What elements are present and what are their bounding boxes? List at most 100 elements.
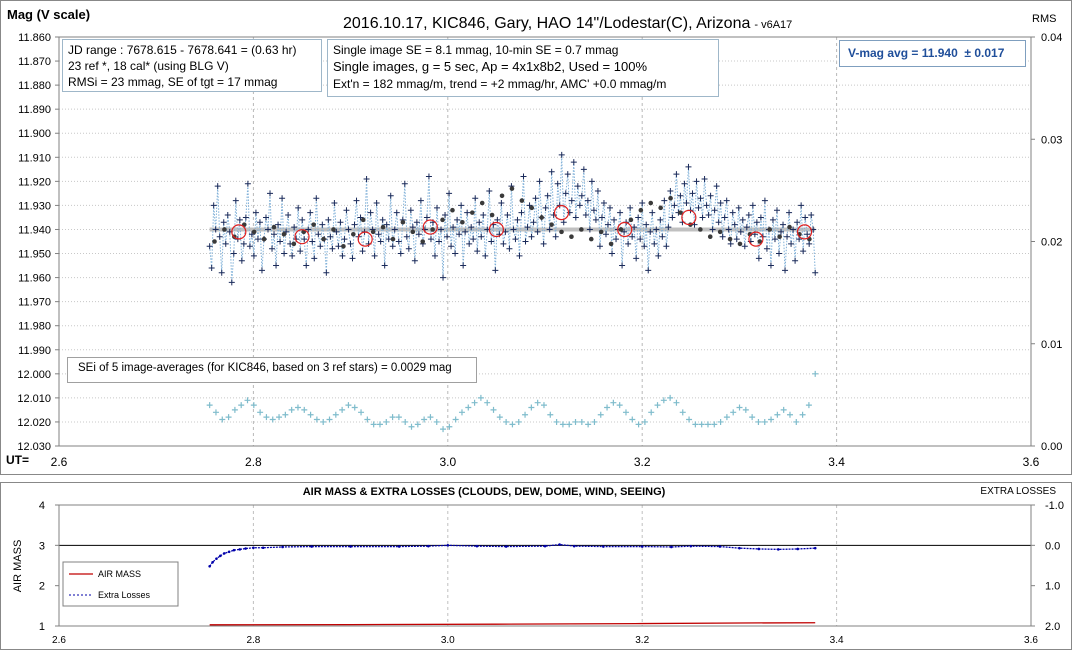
five-image-average-point bbox=[717, 229, 723, 235]
single-image-point bbox=[655, 252, 662, 259]
bottom-y-tick-label: 1 bbox=[39, 621, 45, 633]
sei-point bbox=[490, 406, 497, 413]
extra-losses-point bbox=[776, 548, 780, 551]
sei-point bbox=[452, 416, 459, 423]
extra-losses-point bbox=[572, 544, 576, 548]
sei-point bbox=[496, 414, 503, 421]
single-image-point bbox=[641, 243, 648, 250]
single-image-point bbox=[812, 269, 819, 276]
sei-point bbox=[269, 416, 276, 423]
top-y2-tick-label: 0.03 bbox=[1041, 134, 1062, 146]
sei-point bbox=[389, 414, 396, 421]
sei-point bbox=[503, 418, 510, 425]
single-image-point bbox=[798, 202, 805, 209]
single-image-point bbox=[542, 204, 549, 211]
top-y-tick-label: 11.990 bbox=[18, 345, 51, 357]
bottom-y2-tick-label: -1.0 bbox=[1045, 500, 1064, 512]
single-image-point bbox=[349, 255, 356, 262]
bottom-y-axis: 1 2 3 4 bbox=[39, 500, 59, 633]
sei-point bbox=[755, 418, 762, 425]
single-image-connector bbox=[209, 154, 816, 283]
sei-point bbox=[276, 414, 283, 421]
extra-losses-point bbox=[796, 547, 800, 551]
single-image-point bbox=[709, 226, 716, 233]
single-image-point bbox=[317, 243, 324, 250]
five-image-average-point bbox=[281, 231, 287, 237]
single-image-point bbox=[252, 209, 259, 216]
extra-losses-point bbox=[504, 545, 508, 548]
single-image-point bbox=[311, 255, 318, 262]
top-x-tick-label: 2.8 bbox=[245, 455, 262, 469]
single-image-point bbox=[405, 245, 412, 252]
single-image-point bbox=[383, 221, 390, 228]
single-image-point bbox=[713, 183, 720, 190]
single-image-point bbox=[371, 252, 378, 259]
single-image-point bbox=[337, 219, 344, 226]
single-image-point bbox=[737, 228, 744, 235]
single-image-point bbox=[500, 240, 507, 247]
single-image-point bbox=[232, 197, 239, 204]
sei-point bbox=[805, 402, 812, 409]
single-image-point bbox=[778, 228, 785, 235]
single-image-point bbox=[403, 233, 410, 240]
single-image-point bbox=[319, 221, 326, 228]
top-y-tick-label: 12.010 bbox=[17, 393, 51, 405]
single-image-point bbox=[433, 204, 440, 211]
top-y-tick-label: 12.030 bbox=[17, 441, 51, 453]
single-image-point bbox=[677, 192, 684, 199]
single-image-point bbox=[725, 226, 732, 233]
single-image-point bbox=[683, 200, 690, 207]
sei-point bbox=[522, 411, 529, 418]
five-image-average-point bbox=[707, 234, 713, 239]
single-image-point bbox=[438, 226, 445, 233]
jd-range-line: JD range : 7678.615 - 7678.641 = (0.63 h… bbox=[68, 43, 297, 57]
sei-point bbox=[225, 414, 232, 421]
five-image-average-point bbox=[479, 200, 485, 206]
five-image-average-point bbox=[420, 239, 426, 244]
single-image-point bbox=[719, 233, 726, 240]
bottom-y-axis-label: AIR MASS bbox=[12, 540, 24, 593]
top-y-tick-label: 11.870 bbox=[18, 56, 51, 68]
five-image-average-point bbox=[569, 234, 574, 239]
legend-frame bbox=[62, 561, 179, 607]
single-image-point bbox=[323, 269, 330, 276]
ten-min-average-circle bbox=[294, 229, 310, 245]
single-image-point bbox=[763, 245, 770, 252]
single-image-point bbox=[458, 202, 465, 209]
single-image-point bbox=[313, 195, 320, 202]
extra-losses-point bbox=[602, 545, 605, 548]
single-image-point bbox=[442, 212, 449, 219]
sei-point bbox=[263, 414, 270, 421]
extra-losses-point bbox=[640, 545, 644, 548]
single-image-se-line: Single image SE = 8.1 mmag, 10-min SE = … bbox=[333, 43, 619, 57]
single-image-point bbox=[329, 245, 336, 252]
single-image-point bbox=[466, 240, 473, 247]
extra-losses-point bbox=[215, 557, 218, 560]
single-image-point bbox=[627, 204, 634, 211]
single-image-point bbox=[335, 243, 342, 250]
extra-losses-point bbox=[397, 545, 401, 548]
five-image-average-point bbox=[469, 210, 475, 215]
single-image-point bbox=[619, 262, 626, 269]
five-image-average-point bbox=[767, 227, 773, 232]
single-image-point bbox=[482, 252, 489, 259]
single-image-point bbox=[208, 264, 215, 271]
single-image-point bbox=[240, 240, 247, 247]
ten-min-average-circle bbox=[617, 221, 633, 238]
single-image-point bbox=[731, 221, 738, 228]
sei-point bbox=[711, 421, 718, 428]
five-image-average-point bbox=[351, 231, 356, 237]
single-image-point bbox=[446, 190, 453, 197]
bottom-y-tick-label: 3 bbox=[39, 540, 45, 552]
single-image-point bbox=[693, 178, 700, 185]
sei-point bbox=[408, 423, 415, 430]
single-image-point bbox=[281, 250, 288, 257]
sei-point bbox=[667, 394, 674, 401]
extra-losses-point bbox=[281, 545, 284, 549]
sei-point bbox=[812, 370, 819, 377]
single-image-point bbox=[462, 228, 469, 235]
top-y2-tick-label: 0.02 bbox=[1041, 237, 1062, 249]
single-image-point bbox=[735, 204, 742, 211]
single-image-point bbox=[271, 231, 278, 238]
single-image-point bbox=[325, 216, 332, 223]
